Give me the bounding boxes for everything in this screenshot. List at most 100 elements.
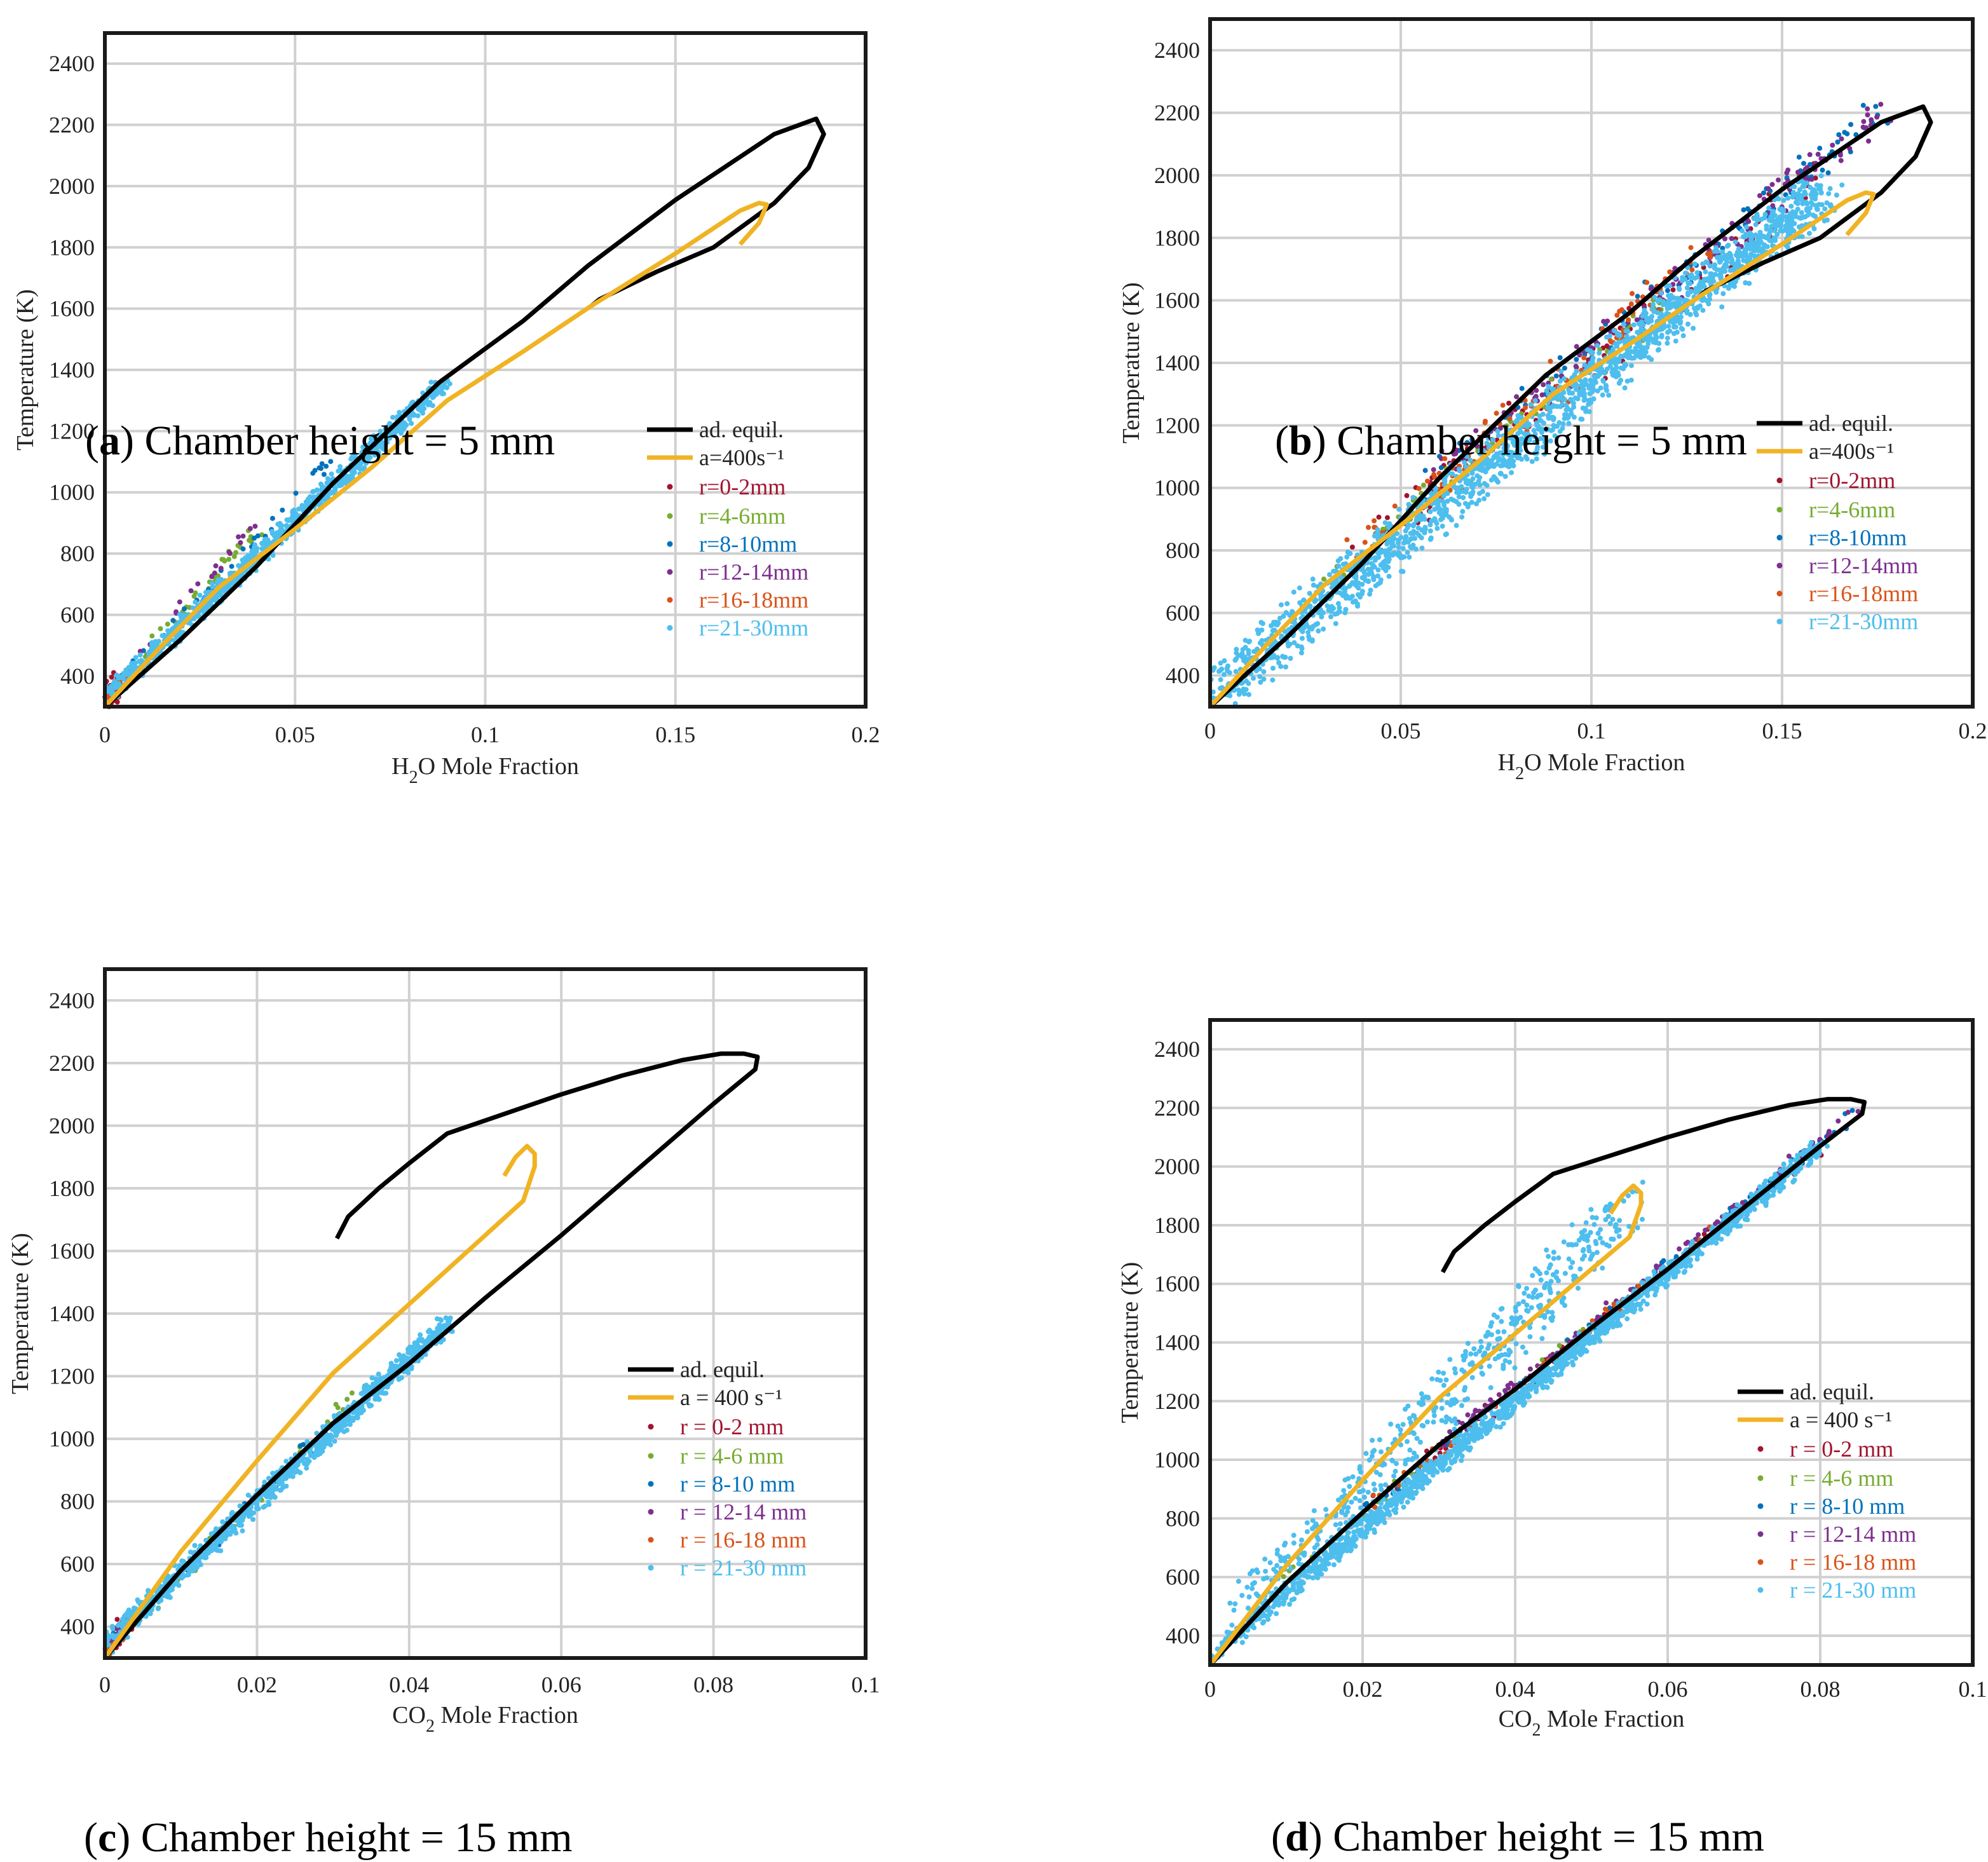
point-3: [248, 526, 253, 531]
point-5: [1384, 541, 1389, 547]
point-5: [1376, 567, 1381, 573]
point-5: [1455, 487, 1460, 493]
point-5: [358, 466, 363, 472]
point-5: [1258, 628, 1263, 633]
point-5: [1791, 190, 1796, 195]
point-5: [262, 537, 268, 542]
point-5: [1682, 297, 1687, 302]
point-5: [348, 1417, 353, 1422]
y-axis-label: Temperature (K): [1118, 282, 1145, 444]
point-5: [1804, 207, 1809, 212]
point-5: [1642, 345, 1647, 350]
point-5: [1408, 544, 1413, 549]
point-5: [1288, 656, 1293, 661]
point-4: [1392, 503, 1398, 508]
point-5: [1324, 603, 1330, 608]
point-3: [1869, 117, 1874, 122]
point-4: [1371, 1493, 1376, 1498]
point-4: [1363, 540, 1368, 545]
point-5: [193, 1543, 198, 1548]
point-2: [1745, 207, 1750, 212]
point-4: [1644, 280, 1649, 285]
point-5: [138, 653, 143, 658]
point-2: [182, 606, 187, 611]
point-4: [1366, 525, 1371, 530]
point-5: [149, 646, 154, 651]
point-5: [198, 593, 203, 598]
point-5: [1640, 314, 1645, 319]
point-3: [1809, 177, 1814, 182]
ytick-label: 2400: [49, 988, 95, 1013]
point-1: [1281, 1574, 1286, 1579]
point-3: [1506, 1383, 1511, 1388]
ytick-label: 1000: [49, 1426, 95, 1451]
point-5: [1457, 502, 1462, 507]
point-5: [1755, 217, 1760, 222]
point-5: [1708, 264, 1713, 269]
point-3: [1787, 1153, 1792, 1159]
point-5: [1246, 651, 1251, 656]
point-5: [1457, 466, 1462, 472]
point-0: [1405, 493, 1410, 498]
point-5: [1783, 214, 1788, 219]
ytick-label: 1600: [1154, 288, 1200, 313]
point-5: [1704, 259, 1709, 264]
legend-swatch-dot: [648, 1453, 654, 1459]
point-5: [1300, 636, 1305, 641]
point-4: [1425, 479, 1430, 484]
point-4: [1626, 317, 1631, 322]
point-5: [1321, 627, 1326, 632]
point-2: [1439, 465, 1444, 470]
xtick-label: 0.05: [1381, 718, 1421, 744]
legend-label: r = 21-30 mm: [680, 1555, 807, 1580]
ytick-label: 1400: [49, 1301, 95, 1326]
point-5: [1659, 334, 1664, 339]
point-0: [1350, 545, 1355, 550]
point-5: [1273, 622, 1278, 627]
point-5: [233, 1527, 238, 1532]
point-5: [1826, 191, 1831, 196]
legend-label: a=400s⁻¹: [1809, 438, 1894, 464]
point-5: [1420, 513, 1426, 519]
point-5: [1570, 400, 1576, 405]
point-5: [1774, 232, 1780, 237]
ytick-label: 400: [1166, 663, 1200, 688]
legend-label: r=8-10mm: [1809, 525, 1907, 550]
xtick-label: 0: [1204, 718, 1216, 744]
point-2: [1520, 386, 1525, 391]
point-5: [1599, 367, 1604, 372]
legend-label: r = 16-18 mm: [680, 1527, 807, 1553]
point-5: [1477, 467, 1482, 472]
point-5: [1342, 610, 1347, 615]
point-5: [1781, 207, 1786, 212]
point-3: [1770, 182, 1775, 187]
point-5: [1679, 326, 1684, 331]
ytick-label: 400: [60, 1614, 95, 1640]
point-2: [1574, 357, 1579, 362]
x-axis-label: H2O Mole Fraction: [1498, 749, 1685, 784]
point-5: [1246, 681, 1251, 686]
point-5: [1623, 385, 1628, 390]
legend-swatch-dot: [648, 1537, 654, 1543]
point-5: [332, 1439, 337, 1444]
point-5: [1233, 658, 1238, 663]
point-3: [1835, 1118, 1841, 1124]
point-5: [1605, 367, 1610, 372]
ytick-label: 1200: [1154, 412, 1200, 438]
point-5: [1753, 233, 1758, 238]
point-3: [252, 524, 257, 529]
point-2: [1861, 103, 1866, 108]
legend-swatch-dot: [667, 541, 673, 547]
point-5: [1666, 323, 1671, 329]
point-5: [1743, 234, 1748, 239]
point-5: [1665, 304, 1670, 309]
point-3: [1776, 177, 1781, 182]
point-5: [1748, 245, 1753, 250]
point-5: [1618, 353, 1623, 358]
point-5: [318, 482, 323, 487]
point-0: [1377, 515, 1382, 520]
point-3: [1846, 1110, 1851, 1115]
point-2: [294, 491, 299, 496]
point-5: [1667, 329, 1672, 334]
point-5: [1700, 308, 1705, 313]
